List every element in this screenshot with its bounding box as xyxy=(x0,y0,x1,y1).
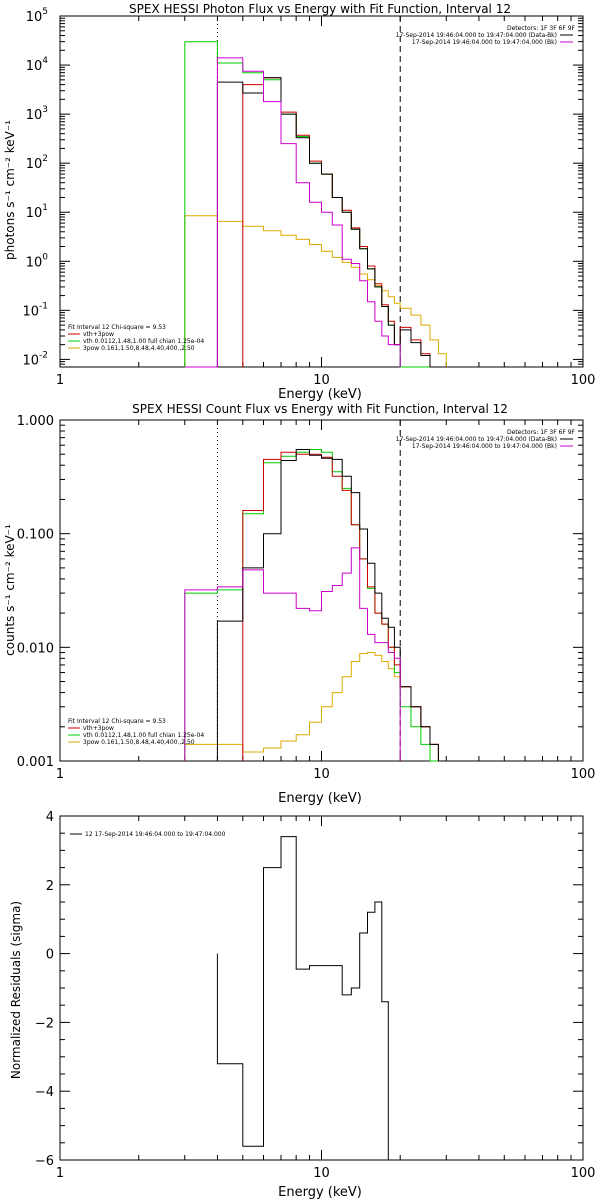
y-tick-base: 10 xyxy=(26,206,43,221)
series-0-line xyxy=(216,836,389,1160)
y-tick-label: −6 xyxy=(35,1154,54,1169)
photon-flux-panel: SPEX HESSI Photon Flux vs Energy with Fi… xyxy=(3,2,595,402)
y-tick-exponent: -2 xyxy=(39,350,48,360)
legend-entry: Fit Interval 12 Chi-square = 9.53 xyxy=(68,718,166,725)
x-tick-label: 1 xyxy=(56,1166,64,1181)
series-2-line xyxy=(242,451,447,762)
y-tick-label: 4 xyxy=(46,810,54,825)
y-tick-base: 10 xyxy=(26,59,43,74)
photon-flux-xlabel: Energy (keV) xyxy=(278,387,362,402)
series-3-line xyxy=(216,449,447,762)
legend-entry: 3pow 0.161,1.50,8.48,4.40,400.,2.50 xyxy=(83,739,195,746)
plot-frame xyxy=(59,15,584,368)
x-tick-label: 10 xyxy=(313,373,330,388)
series-4-line xyxy=(184,547,401,761)
legend-entry: 17-Sep-2014 19:46:04.000 to 19:47:04.000… xyxy=(412,443,557,450)
series-2-line xyxy=(242,77,447,368)
y-tick-label: 105 xyxy=(26,7,48,25)
y-tick-label: 2 xyxy=(46,879,54,894)
residuals-panel: Energy (keV) Normalized Residuals (sigma… xyxy=(9,810,595,1200)
y-tick-exponent: 3 xyxy=(42,105,48,115)
count-flux-ylabel: counts s⁻¹ cm⁻² keV⁻¹ xyxy=(3,524,17,656)
count-flux-panel: SPEX HESSI Count Flux vs Energy with Fit… xyxy=(3,402,595,806)
y-tick-exponent: 2 xyxy=(42,154,48,164)
y-tick-exponent: 4 xyxy=(42,56,48,66)
legend-entry: 3pow 0.161,1.50,8.48,4.40,400.,2.50 xyxy=(83,345,195,352)
legend-entry: vth+3pow xyxy=(83,331,114,338)
y-tick-label: 0 xyxy=(46,948,54,963)
y-tick-label: 0.010 xyxy=(17,641,54,656)
residuals-xlabel: Energy (keV) xyxy=(278,1185,362,1200)
series-1-line xyxy=(184,41,447,368)
count-flux-xlabel: Energy (keV) xyxy=(278,791,362,806)
y-tick-exponent: 0 xyxy=(42,252,48,262)
y-tick-base: 10 xyxy=(26,157,43,172)
y-tick-exponent: 5 xyxy=(42,7,48,17)
x-tick-label: 100 xyxy=(571,767,596,782)
legend-entry: Fit Interval 12 Chi-square = 9.53 xyxy=(68,324,166,331)
y-tick-label: 104 xyxy=(26,56,49,74)
y-tick-label: −2 xyxy=(35,1016,54,1031)
count-flux-title: SPEX HESSI Count Flux vs Energy with Fit… xyxy=(132,402,508,416)
legend-entry: 17-Sep-2014 19:46:04.000 to 19:47:04.000… xyxy=(396,436,557,443)
legend-entry: Detectors: 1F 3F 6F 9F xyxy=(507,429,576,436)
series-4-line xyxy=(184,57,401,368)
y-tick-label: −4 xyxy=(35,1085,54,1100)
plot-frame xyxy=(59,815,584,1161)
x-tick-label: 1 xyxy=(56,767,64,782)
x-tick-label: 100 xyxy=(571,1166,596,1181)
y-tick-base: 10 xyxy=(26,255,43,270)
photon-flux-title: SPEX HESSI Photon Flux vs Energy with Fi… xyxy=(129,2,511,16)
y-tick-label: 0.001 xyxy=(17,755,54,770)
y-tick-label: 0.100 xyxy=(17,528,54,543)
y-tick-base: 10 xyxy=(26,108,43,123)
y-tick-base: 10 xyxy=(22,304,39,319)
y-tick-label: 101 xyxy=(26,203,48,221)
legend-entry: 17-Sep-2014 19:46:04.000 to 19:47:04.000… xyxy=(396,32,557,39)
y-tick-label: 10-1 xyxy=(22,301,48,319)
legend-entry: vth 0.0112,1.48,1.00 full chian 1.25e-04 xyxy=(83,338,204,345)
x-tick-label: 100 xyxy=(571,373,596,388)
legend-entry: 17-Sep-2014 19:46:04.000 to 19:47:04.000… xyxy=(412,39,557,46)
x-tick-label: 10 xyxy=(313,1166,330,1181)
y-tick-label: 1.000 xyxy=(17,414,54,429)
y-tick-label: 102 xyxy=(26,154,48,172)
y-tick-base: 10 xyxy=(26,10,43,25)
series-0-line xyxy=(184,215,447,367)
y-tick-label: 100 xyxy=(26,252,49,270)
y-tick-exponent: -1 xyxy=(39,301,48,311)
y-tick-label: 10-2 xyxy=(22,350,48,368)
legend-entry: Detectors: 1F 3F 6F 9F xyxy=(507,25,576,32)
photon-flux-ylabel: photons s⁻¹ cm⁻² keV⁻¹ xyxy=(3,120,17,260)
y-tick-base: 10 xyxy=(22,353,39,368)
residuals-ylabel: Normalized Residuals (sigma) xyxy=(9,901,23,1079)
legend-entry: vth 0.0112,1.48,1.00 full chian 1.25e-04 xyxy=(83,732,204,739)
legend-entry: 12 17-Sep-2014 19:46:04.000 to 19:47:04.… xyxy=(85,831,226,838)
y-tick-exponent: 1 xyxy=(42,203,48,213)
series-1-line xyxy=(184,449,447,762)
x-tick-label: 1 xyxy=(56,373,64,388)
x-tick-label: 10 xyxy=(313,767,330,782)
legend-entry: vth+3pow xyxy=(83,725,114,732)
y-tick-label: 103 xyxy=(26,105,48,123)
